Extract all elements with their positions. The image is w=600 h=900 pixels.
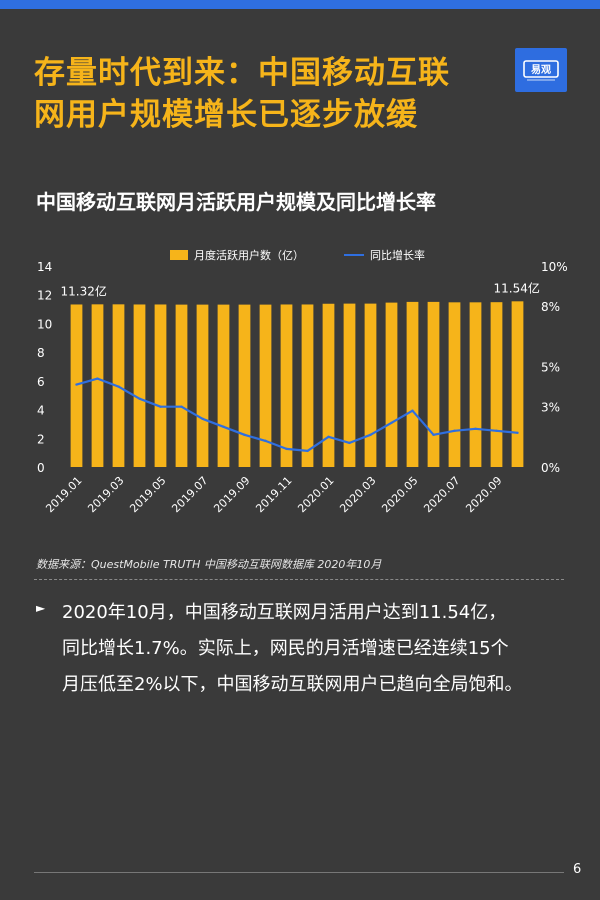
data-label-last: 11.54亿 [494,280,540,295]
data-label-first: 11.32亿 [61,283,107,298]
bar-mau [175,304,188,467]
point-yoy-growth [285,447,288,451]
point-yoy-growth [117,385,120,388]
y-left-tick-label: 10 [37,317,52,331]
point-yoy-growth [453,429,456,433]
bar-mau [385,302,398,467]
logo-icon: 易观 [523,60,559,81]
x-tick-label: 2019.07 [169,474,210,515]
bar-mau [280,304,293,467]
bar-mau [511,301,524,467]
y-left-tick-label: 0 [37,461,45,475]
combo-chart: 月度活跃用户数（亿） 同比增长率024681012140%3%5%8%10%11.… [37,248,568,515]
data-source: 数据来源：QuestMobile TRUTH 中国移动互联网数据库 2020年1… [36,558,382,571]
point-yoy-growth [180,405,183,408]
legend-line-label: 同比增长率 [370,248,425,262]
summary-line-1: 2020年10月，中国移动互联网月活用户达到11.54亿， [62,602,507,623]
x-tick-label: 2020.07 [421,474,462,515]
point-yoy-growth [264,439,267,443]
bar-mau [490,302,503,467]
point-yoy-growth [222,425,225,428]
x-tick-label: 2020.01 [295,474,336,515]
y-left-tick-label: 12 [37,289,52,303]
dashed-divider [34,579,564,580]
y-right-tick-label: 5% [541,361,560,375]
y-left-tick-label: 14 [37,260,52,274]
bar-mau [217,304,230,467]
point-yoy-growth [474,427,477,431]
point-yoy-growth [201,417,204,420]
bar-mau [238,304,251,467]
bar-mau [469,302,482,467]
x-tick-label: 2020.09 [463,474,504,515]
y-left-tick-label: 4 [37,404,45,418]
bullet-arrow-icon: ► [36,601,46,615]
bar-mau [448,302,461,467]
line-yoy-growth [76,377,518,452]
legend-bar-label: 月度活跃用户数（亿） [194,248,304,262]
point-yoy-growth [306,449,309,453]
point-yoy-growth [432,433,435,437]
chart-title: 中国移动互联网月活跃用户规模及同比增长率 [36,190,436,214]
bar-mau [427,301,440,467]
bar-mau [406,301,419,467]
logo-label: 易观 [531,64,551,76]
page-number: 6 [573,862,582,877]
bar-mau [133,304,146,467]
headline-line-1: 存量时代到来：中国移动互联 [34,55,450,91]
point-yoy-growth [516,431,519,435]
x-tick-label: 2019.01 [43,474,84,515]
bar-mau [154,304,167,467]
point-yoy-growth [96,377,99,380]
bar-mau [343,303,356,467]
bar-mau [364,303,377,467]
x-tick-label: 2020.03 [337,474,378,515]
point-yoy-growth [411,409,414,412]
x-tick-label: 2019.05 [127,474,168,515]
x-tick-label: 2020.05 [379,474,420,515]
point-yoy-growth [138,397,141,400]
y-left-tick-label: 8 [37,346,45,360]
y-right-tick-label: 3% [541,401,560,415]
summary-line-2: 同比增长1.7%。实际上，网民的月活增速已经连续15个 [62,638,509,659]
brand-logo: 易观 [515,48,567,92]
y-left-tick-label: 2 [37,432,45,446]
bar-mau [259,304,272,467]
point-yoy-growth [369,433,372,437]
bar-mau [301,304,314,467]
point-yoy-growth [75,383,78,386]
summary-line-3: 月压低至2%以下，中国移动互联网用户已趋向全局饱和。 [62,674,523,695]
y-left-tick-label: 6 [37,375,45,389]
y-right-tick-label: 0% [541,461,560,475]
point-yoy-growth [348,441,351,445]
bar-mau [322,303,335,467]
point-yoy-growth [390,421,393,424]
top-accent-bar [0,0,600,9]
point-yoy-growth [243,433,246,437]
point-yoy-growth [495,429,498,433]
bar-mau [196,304,209,467]
point-yoy-growth [159,405,162,408]
summary-paragraph: 2020年10月，中国移动互联网月活用户达到11.54亿， 同比增长1.7%。实… [62,595,562,703]
page-headline: 存量时代到来：中国移动互联 网用户规模增长已逐步放缓 [34,52,504,136]
x-tick-label: 2019.03 [85,474,126,515]
bar-mau [91,304,104,467]
x-tick-label: 2019.09 [211,474,252,515]
footer-divider [34,872,564,873]
x-tick-label: 2019.11 [253,474,294,515]
y-right-tick-label: 8% [541,300,560,314]
point-yoy-growth [327,435,330,439]
y-right-tick-label: 10% [541,260,568,274]
legend-bar-swatch [170,250,188,260]
headline-line-2: 网用户规模增长已逐步放缓 [34,97,418,133]
